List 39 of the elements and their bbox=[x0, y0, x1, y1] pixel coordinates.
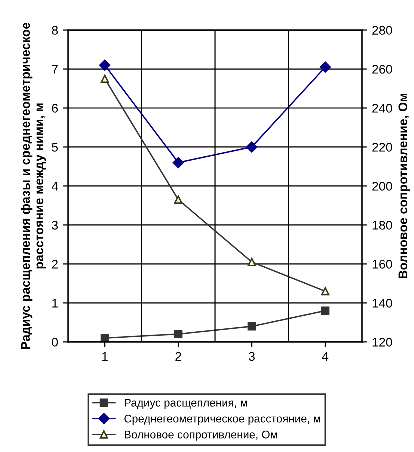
y-tick-label: 6 bbox=[52, 104, 58, 113]
y2-axis-title: Волновое сопротивление, Ом bbox=[398, 94, 410, 279]
point bbox=[100, 334, 110, 342]
x-tick-label: 2 bbox=[176, 352, 182, 361]
y2-tick-label: 140 bbox=[372, 298, 392, 308]
y-tick-label: 4 bbox=[52, 182, 58, 191]
y2-tick-label: 200 bbox=[372, 182, 392, 191]
y2-tick-label: 220 bbox=[372, 143, 392, 152]
x-tick-label: 4 bbox=[322, 352, 329, 361]
y-tick-label: 3 bbox=[52, 221, 58, 230]
point bbox=[99, 60, 111, 71]
legend-label: Среднегеометрическое расстояние, м bbox=[124, 414, 320, 425]
legend-label: Волновое сопротивление, Ом bbox=[125, 430, 278, 441]
point bbox=[246, 142, 258, 153]
point bbox=[320, 62, 332, 73]
point bbox=[248, 322, 256, 331]
y-tick-label: 1 bbox=[52, 299, 58, 308]
y2-tick-label: 120 bbox=[372, 338, 392, 347]
x-tick-label: 3 bbox=[249, 352, 255, 362]
point bbox=[174, 196, 183, 204]
y-tick-label: 0 bbox=[52, 338, 58, 347]
y2-tick-label: 260 bbox=[372, 65, 392, 74]
y2-tick-label: 280 bbox=[372, 26, 392, 35]
y2-tick-label: 160 bbox=[372, 260, 392, 269]
point bbox=[100, 74, 110, 84]
legend-label: Радиус расщепления, м bbox=[125, 399, 248, 410]
y2-tick-label: 240 bbox=[372, 104, 392, 113]
y-tick-label: 5 bbox=[52, 143, 58, 152]
point bbox=[321, 306, 330, 316]
y-tick-label: 7 bbox=[52, 65, 58, 74]
y2-tick-label: 180 bbox=[372, 221, 392, 230]
y-tick-label: 8 bbox=[52, 26, 58, 35]
point bbox=[321, 287, 330, 296]
x-tick-label: 1 bbox=[102, 352, 108, 361]
point bbox=[172, 157, 184, 168]
y-tick-label: 2 bbox=[52, 260, 58, 269]
point bbox=[248, 258, 256, 266]
point bbox=[174, 330, 183, 339]
y-axis-title: Радиус расщепления фазы и среднегеометрическое расстояние между ними, м bbox=[20, 22, 46, 350]
